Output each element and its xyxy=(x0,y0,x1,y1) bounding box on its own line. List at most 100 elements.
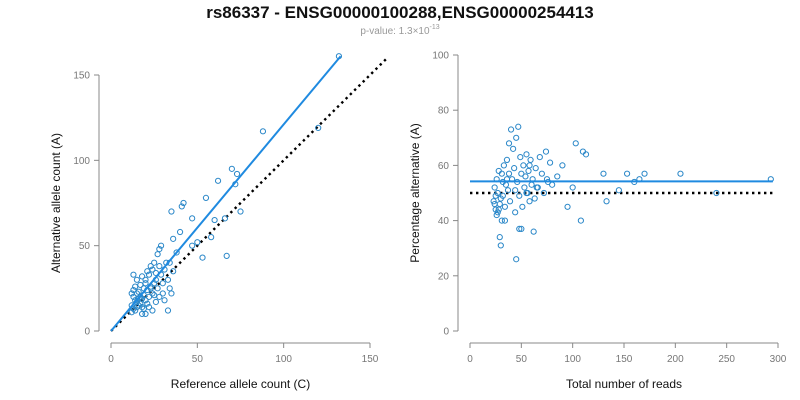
data-point xyxy=(214,177,222,184)
data-point xyxy=(142,297,149,304)
data-point xyxy=(546,159,554,166)
x-tick-label: 0 xyxy=(467,354,473,365)
data-point xyxy=(142,280,149,287)
data-point xyxy=(259,128,267,135)
data-point xyxy=(505,170,513,177)
chart-subtitle: p-value: 1.3×10-13 xyxy=(360,24,439,37)
data-point xyxy=(147,263,154,270)
data-point xyxy=(512,209,519,216)
data-point xyxy=(142,276,149,283)
data-point xyxy=(521,184,528,191)
scatter-panel-left: 0 50 100 150 0 50 100 150 Reference allele count… xyxy=(49,53,389,391)
data-point xyxy=(528,181,535,188)
data-point xyxy=(513,134,520,141)
data-point xyxy=(170,235,177,242)
data-point xyxy=(211,216,218,224)
subtitle-text: p-value: 1.3×10 xyxy=(360,26,430,37)
data-point xyxy=(156,245,163,253)
data-point xyxy=(501,203,509,210)
data-point xyxy=(173,249,180,256)
data-point xyxy=(518,225,525,232)
data-point xyxy=(144,300,151,307)
data-point xyxy=(145,271,153,278)
data-point xyxy=(504,187,512,194)
data-point xyxy=(138,310,146,318)
data-point xyxy=(511,165,518,172)
data-point xyxy=(221,215,229,222)
data-point xyxy=(538,170,545,177)
data-point xyxy=(233,170,241,178)
data-point xyxy=(515,123,522,130)
data-point xyxy=(138,295,146,302)
data-point xyxy=(542,148,550,155)
data-point xyxy=(569,184,576,191)
x-tick-label: 150 xyxy=(616,354,633,365)
data-point xyxy=(564,203,571,210)
data-point xyxy=(491,200,498,208)
data-point xyxy=(494,209,501,216)
data-point xyxy=(137,293,144,300)
chart-title: rs86337 - ENSG00000100288,ENSG0000025441… xyxy=(206,3,594,22)
data-point xyxy=(130,286,137,294)
data-point xyxy=(498,217,505,224)
data-point xyxy=(130,305,137,312)
data-point xyxy=(531,195,538,202)
data-point xyxy=(559,162,566,169)
y-tick-label: 150 xyxy=(73,71,90,82)
data-point xyxy=(526,162,533,169)
data-point xyxy=(532,165,539,172)
data-point xyxy=(577,217,584,224)
data-point xyxy=(500,162,507,169)
data-point xyxy=(503,156,511,163)
data-point xyxy=(533,184,540,191)
data-point xyxy=(151,292,158,299)
data-point xyxy=(603,198,610,205)
y-tick-label: 80 xyxy=(438,106,450,117)
data-point xyxy=(138,304,146,311)
data-point xyxy=(135,302,142,309)
data-point xyxy=(491,184,498,191)
data-point xyxy=(130,271,137,278)
data-point xyxy=(615,187,622,194)
data-point xyxy=(159,280,166,287)
data-point xyxy=(164,307,172,314)
data-point xyxy=(154,251,161,258)
data-point xyxy=(180,199,187,207)
data-point xyxy=(600,170,607,177)
y-tick-label: 0 xyxy=(84,327,90,338)
data-point xyxy=(495,206,502,213)
data-point xyxy=(157,242,165,249)
data-point xyxy=(582,151,590,158)
data-point xyxy=(516,192,523,199)
data-point xyxy=(492,192,499,199)
data-point xyxy=(144,268,151,275)
data-point xyxy=(166,285,173,292)
data-point xyxy=(713,189,720,197)
data-point xyxy=(517,154,524,161)
data-point xyxy=(523,189,530,197)
y-axis-label: Percentage alternative (A) xyxy=(408,123,422,262)
data-point xyxy=(161,297,168,304)
data-point xyxy=(677,170,684,177)
data-point xyxy=(168,208,175,215)
subtitle-exponent: -13 xyxy=(430,24,440,31)
data-point xyxy=(501,217,509,224)
data-point xyxy=(152,298,159,306)
data-point xyxy=(623,170,631,177)
data-point xyxy=(525,167,532,175)
y-tick-label: 100 xyxy=(432,51,449,62)
data-point xyxy=(178,203,185,210)
x-tick-label: 100 xyxy=(564,354,581,365)
data-point xyxy=(523,151,530,158)
data-point xyxy=(507,126,515,133)
data-point xyxy=(199,254,206,261)
data-point xyxy=(496,234,503,241)
data-point xyxy=(154,285,161,292)
data-point xyxy=(519,203,526,210)
data-point xyxy=(505,140,513,147)
data-point xyxy=(168,290,175,297)
data-point xyxy=(493,211,500,219)
data-point xyxy=(147,285,154,292)
data-point xyxy=(149,307,156,314)
